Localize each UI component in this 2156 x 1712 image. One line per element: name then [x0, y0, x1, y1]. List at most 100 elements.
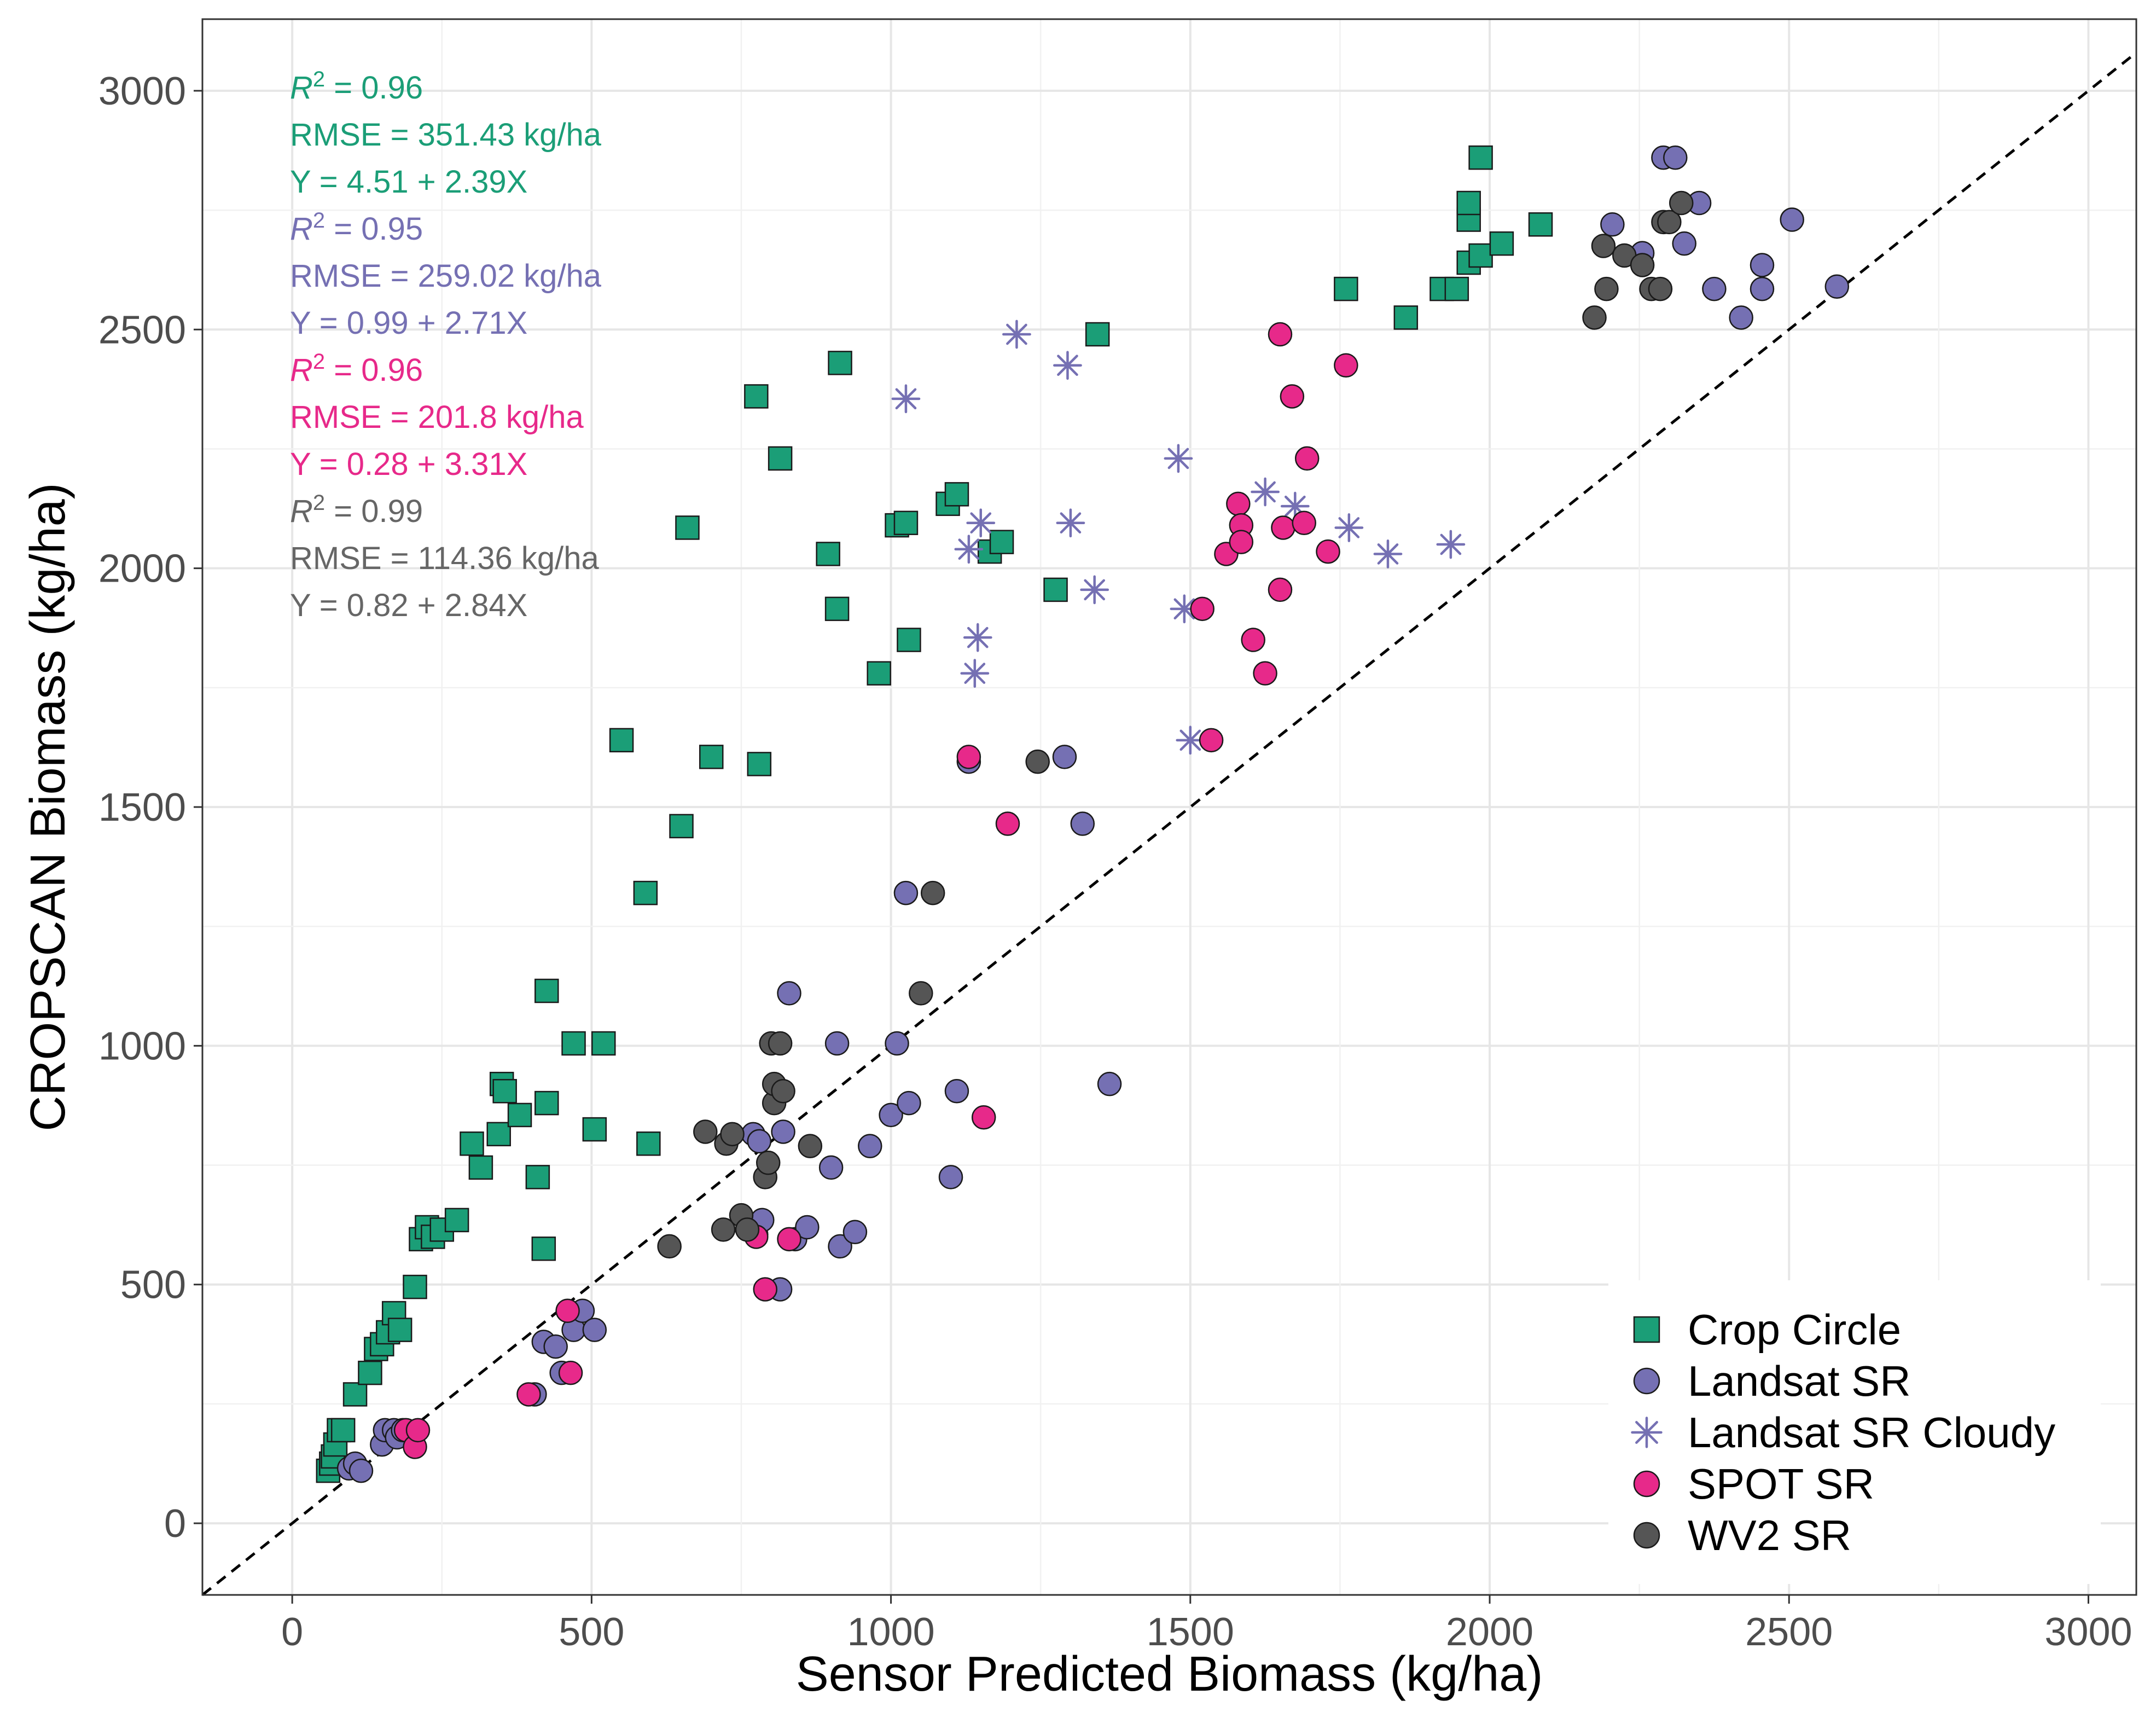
spot-sr-point: [1199, 728, 1224, 753]
landsat-sr-point: [1824, 274, 1850, 299]
wv2-sr-point: [771, 1079, 795, 1104]
superscript: 2: [313, 67, 325, 91]
wv2-sr-point: [693, 1119, 718, 1144]
wv2-sr-point: [1648, 276, 1673, 301]
crop-circle-point: [828, 351, 852, 375]
landsat-sr-point: [747, 1129, 772, 1154]
wv2-sr-point: [920, 880, 945, 906]
x-tick-label: 2500: [1745, 1610, 1833, 1654]
axes: 0 500 1000 1500 2000 2500 3000 0 500 1000 1500 2000…: [98, 69, 2132, 1654]
one-to-one-dashed-line: [201, 51, 2137, 1596]
spot-sr-point: [1316, 539, 1340, 564]
landsat-sr-point: [938, 1165, 963, 1189]
spot-sr-point: [1241, 628, 1265, 652]
landsat-sr-point: [543, 1334, 568, 1359]
crop-circle-point: [330, 1418, 356, 1443]
gridlines: [202, 19, 2136, 1595]
landsat-sr-cloudy-point: [1251, 477, 1280, 507]
landsat-sr-cloudy-point: [1436, 530, 1466, 559]
series-spot-sr: [393, 322, 1358, 1459]
crop-circle-point: [1393, 305, 1419, 330]
landsat-sr-point: [1780, 207, 1804, 232]
landsat-sr-point: [1729, 305, 1753, 330]
y-tick-label: 1000: [98, 1024, 186, 1068]
data-points: [316, 145, 1850, 1483]
spot-sr-point: [1268, 577, 1293, 602]
crop-circle-point: [944, 482, 969, 507]
landsat-sr-point: [858, 1134, 882, 1158]
wv2-sr-point: [1630, 253, 1655, 277]
landsat-sr-point: [1672, 231, 1696, 256]
landsat-sr-point: [885, 1031, 909, 1056]
legend-key-wv2-sr: [1633, 1522, 1660, 1549]
crop-circle-point: [609, 728, 634, 753]
wv2-sr-point: [1657, 210, 1682, 235]
crop-circle-point: [460, 1131, 484, 1156]
landsat-sr-point: [1052, 745, 1077, 769]
rmse-label: RMSE = 351.43 kg/ha: [290, 117, 602, 153]
y-axis-title: CROPSCAN Biomass (kg/ha): [21, 483, 75, 1131]
crop-circle-point: [1085, 322, 1110, 347]
r-squared-number: = 0.99: [325, 494, 423, 529]
legend-key-spot-sr: [1633, 1470, 1660, 1498]
crop-circle-point: [768, 446, 793, 471]
crop-circle-point: [636, 1131, 661, 1156]
landsat-sr-point: [777, 981, 801, 1006]
landsat-sr-point: [879, 1102, 903, 1128]
legend-key-landsat-sr: [1633, 1367, 1660, 1395]
crop-circle-point: [1444, 276, 1469, 301]
legend-label-spot-sr: SPOT SR: [1688, 1460, 1874, 1508]
landsat-sr-point: [897, 1090, 921, 1116]
landsat-sr-cloudy-point: [1373, 539, 1403, 568]
spot-sr-point: [956, 745, 981, 769]
legend-label-crop-circle: Crop Circle: [1688, 1305, 1901, 1354]
wv2-sr-point: [711, 1217, 736, 1242]
landsat-sr-cloudy-point: [963, 623, 992, 652]
spot-sr-point: [777, 1227, 801, 1252]
spot-sr-point: [516, 1382, 541, 1407]
landsat-sr-cloudy-point: [891, 384, 921, 414]
landsat-sr-point: [1070, 811, 1095, 836]
landsat-sr-point: [795, 1215, 820, 1240]
crop-circle-point: [444, 1208, 469, 1233]
landsat-sr-cloudy-point: [1176, 726, 1205, 755]
r-squared-label: R2 = 0.96: [290, 67, 423, 106]
crop-circle-point: [358, 1360, 382, 1385]
crop-circle-point: [816, 542, 840, 566]
crop-circle-point: [867, 661, 891, 686]
crop-circle-point: [1456, 190, 1481, 216]
landsat-sr-point: [1750, 276, 1775, 301]
r-symbol: R: [290, 70, 313, 106]
legend-label-landsat-sr-cloudy: Landsat SR Cloudy: [1688, 1408, 2055, 1456]
crop-circle-point: [507, 1102, 532, 1128]
series-wv2-sr: [657, 190, 1694, 1259]
landsat-sr-point: [582, 1318, 607, 1342]
spot-sr-point: [405, 1418, 431, 1443]
legend-key-crop-circle: [1633, 1316, 1660, 1343]
x-tick-label: 500: [559, 1610, 624, 1654]
r-squared-number: = 0.96: [325, 70, 423, 106]
crop-circle-point: [1468, 145, 1493, 170]
r-squared-number: = 0.95: [325, 211, 423, 247]
landsat-sr-point: [893, 880, 919, 906]
landsat-sr-point: [944, 1079, 969, 1104]
landsat-sr-point: [1097, 1071, 1122, 1096]
crop-circle-point: [1528, 212, 1553, 237]
y-tick-label: 2500: [98, 308, 186, 352]
regression-equation: Y = 4.51 + 2.39X: [290, 164, 527, 200]
landsat-sr-point: [842, 1220, 868, 1244]
x-tick-label: 0: [281, 1610, 303, 1654]
crop-circle-point: [824, 596, 850, 622]
landsat-sr-cloudy-point: [1053, 351, 1082, 380]
crop-circle-point: [1489, 231, 1514, 256]
landsat-sr-point: [1600, 212, 1625, 237]
wv2-sr-point: [1025, 749, 1050, 774]
regression-equation: Y = 0.99 + 2.71X: [290, 305, 527, 341]
crop-circle-point: [591, 1031, 616, 1056]
landsat-sr-point: [771, 1119, 795, 1144]
spot-sr-point: [753, 1277, 778, 1302]
landsat-sr-point: [818, 1155, 844, 1180]
y-tick-label: 3000: [98, 69, 186, 113]
